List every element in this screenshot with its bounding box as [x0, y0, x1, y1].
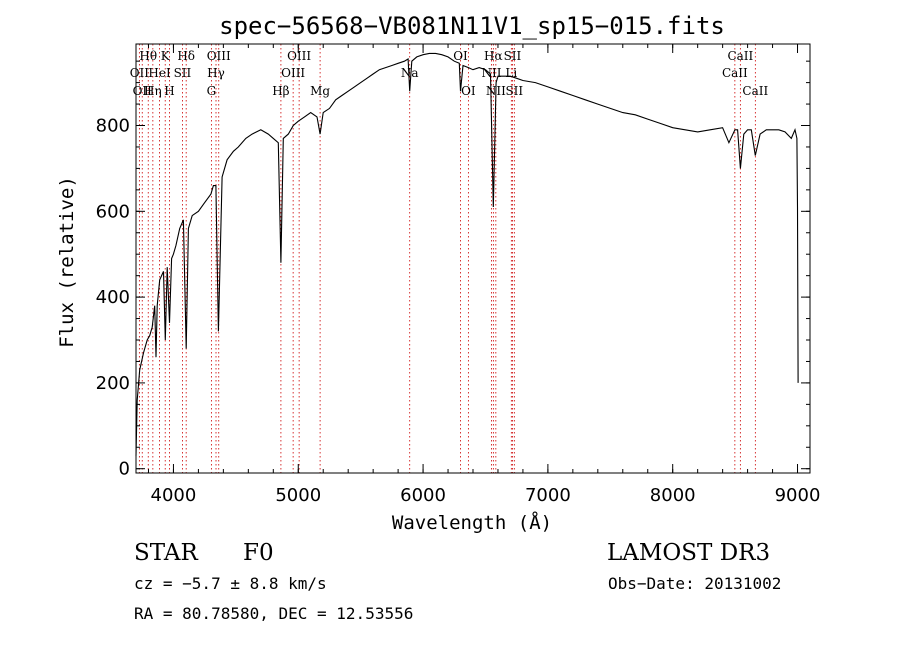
line-marker-label: Hθ [139, 49, 157, 63]
spectral-subclass: F0 [243, 540, 274, 566]
line-marker-label: Hβ [272, 84, 289, 98]
line-marker-label: OII [133, 84, 153, 98]
line-marker-label: CaII [727, 49, 753, 63]
line-marker-label: Hγ [207, 66, 225, 80]
x-tick-label: 4000 [151, 485, 197, 506]
line-marker-label: Na [401, 66, 419, 80]
line-marker-label: OI [453, 49, 468, 63]
line-marker-label: OIII [287, 49, 311, 63]
y-axis-ticks: 0 200 400 600 800 [96, 60, 810, 480]
y-tick-label: 0 [119, 459, 130, 480]
x-tick-label: 6000 [400, 485, 446, 506]
x-axis-label: Wavelength (Å) [392, 511, 552, 534]
object-type: STAR [134, 540, 198, 566]
x-tick-label: 9000 [775, 485, 821, 506]
y-tick-label: 600 [96, 201, 130, 222]
x-tick-label: 8000 [650, 485, 696, 506]
plot-frame [135, 43, 811, 474]
line-marker-label: OI [461, 84, 476, 98]
coordinates-readout: RA = 80.78580, DEC = 12.53556 [134, 604, 413, 623]
line-marker-label: SII [504, 49, 522, 63]
line-marker-labels: OIIOIIHθHηHeIKHSIIHδGHγOIIIHβOIIIOIIIMgN… [130, 49, 769, 98]
line-marker-label: OIII [207, 49, 231, 63]
line-marker-label: OIII [281, 66, 305, 80]
line-marker-label: H [164, 84, 174, 98]
redshift-readout: cz = −5.7 ± 8.8 km/s [134, 574, 327, 593]
line-marker-label: G [207, 84, 217, 98]
line-marker-label: Hδ [177, 49, 195, 63]
line-markers [138, 44, 756, 473]
line-marker-label: K [161, 49, 171, 63]
line-marker-label: OII [130, 66, 150, 80]
line-marker-label: CaII [742, 84, 768, 98]
line-marker-label: NII [481, 66, 501, 80]
x-tick-label: 7000 [525, 485, 571, 506]
line-marker-label: SII [505, 84, 523, 98]
x-tick-label: 5000 [275, 485, 321, 506]
survey-name: LAMOST DR3 [607, 540, 770, 566]
line-marker-label: Hη [144, 84, 162, 98]
y-axis-label: Flux (relative) [56, 176, 78, 348]
line-marker-label: Mg [310, 84, 330, 98]
spectrum-line [135, 52, 799, 456]
line-marker-label: HeI [148, 66, 171, 80]
line-marker-label: CaII [722, 66, 748, 80]
chart-title: spec−56568−VB081N11V1_sp15−015.fits [219, 12, 725, 40]
y-tick-label: 400 [96, 287, 130, 308]
x-axis-ticks: 4000 5000 6000 7000 8000 9000 [147, 44, 821, 506]
y-tick-label: 200 [96, 373, 130, 394]
line-marker-label: Li [505, 66, 517, 80]
line-marker-label: SII [174, 66, 192, 80]
line-marker-label: Hα [484, 49, 503, 63]
y-tick-label: 800 [96, 116, 130, 137]
observation-date: Obs−Date: 20131002 [608, 574, 781, 593]
